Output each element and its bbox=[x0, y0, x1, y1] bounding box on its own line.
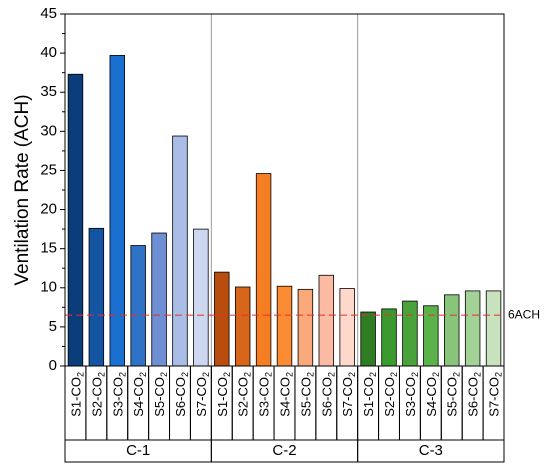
y-tick-label: 10 bbox=[40, 279, 57, 296]
bar-C-3-S3-CO2 bbox=[402, 300, 418, 367]
category-label: S7-CO2 bbox=[487, 372, 504, 417]
category-label: S1-CO2 bbox=[361, 372, 378, 417]
category-label: S6-CO2 bbox=[319, 372, 336, 417]
y-tick-label: 45 bbox=[40, 5, 57, 22]
bar-C-1-S2-CO2 bbox=[88, 227, 105, 367]
bar-C-1-S1-CO2 bbox=[67, 73, 84, 367]
bar-C-2-S2-CO2 bbox=[234, 286, 251, 367]
x-axis-category-labels: S1-CO2S2-CO2S3-CO2S4-CO2S5-CO2S6-CO2S7-C… bbox=[64, 365, 505, 441]
y-axis: 0 5 10 15 20 25 30 35 40 45 bbox=[40, 5, 65, 374]
group-label-C-3: C-3 bbox=[419, 442, 443, 459]
bar-C-1-S5-CO2 bbox=[151, 232, 167, 367]
y-tick-label: 20 bbox=[40, 201, 57, 218]
category-label: S7-CO2 bbox=[194, 372, 211, 417]
group-cell bbox=[357, 439, 505, 463]
category-label: S1-CO2 bbox=[68, 372, 85, 417]
category-label: S2-CO2 bbox=[236, 372, 253, 417]
category-label: S6-CO2 bbox=[173, 372, 190, 417]
bar-C-2-S7-CO2 bbox=[339, 288, 355, 367]
category-label: S4-CO2 bbox=[424, 372, 441, 417]
bar-C-1-S6-CO2 bbox=[172, 135, 188, 367]
category-label: S2-CO2 bbox=[89, 372, 106, 417]
bar-C-2-S1-CO2 bbox=[214, 271, 230, 367]
y-tick-label: 35 bbox=[40, 83, 57, 100]
y-tick-label: 5 bbox=[49, 318, 57, 335]
group-separators bbox=[210, 14, 359, 366]
bar-C-3-S2-CO2 bbox=[381, 308, 397, 367]
bar-C-3-S1-CO2 bbox=[360, 311, 376, 367]
category-label: S5-CO2 bbox=[445, 372, 462, 417]
category-label: S6-CO2 bbox=[466, 372, 483, 417]
y-tick-label: 30 bbox=[40, 122, 57, 139]
y-tick-label: 15 bbox=[40, 240, 57, 257]
bar-C-3-S7-CO2 bbox=[485, 290, 502, 367]
bar-C-2-S5-CO2 bbox=[297, 288, 314, 367]
bar-C-1-S3-CO2 bbox=[109, 55, 125, 367]
group-label-C-2: C-2 bbox=[272, 442, 296, 459]
category-label: S7-CO2 bbox=[340, 372, 357, 417]
category-label: S5-CO2 bbox=[298, 372, 315, 417]
bar-C-2-S4-CO2 bbox=[276, 285, 293, 367]
bar-C-3-S5-CO2 bbox=[444, 294, 460, 367]
category-label: S2-CO2 bbox=[382, 372, 399, 417]
category-label: S1-CO2 bbox=[215, 372, 232, 417]
category-label: S3-CO2 bbox=[403, 372, 420, 417]
y-tick-label: 25 bbox=[40, 161, 57, 178]
bar-C-3-S6-CO2 bbox=[464, 290, 481, 367]
y-axis-title: Ventilation Rate (ACH) bbox=[12, 94, 33, 285]
reference-line-label: 6ACH bbox=[508, 307, 540, 321]
group-label-C-1: C-1 bbox=[126, 442, 150, 459]
category-label: S5-CO2 bbox=[152, 372, 169, 417]
bar-C-2-S3-CO2 bbox=[255, 173, 272, 367]
category-label: S4-CO2 bbox=[131, 372, 148, 417]
bars-layer bbox=[67, 55, 502, 367]
y-tick-label: 0 bbox=[49, 357, 57, 374]
category-label: S4-CO2 bbox=[278, 372, 295, 417]
category-label: S3-CO2 bbox=[257, 372, 274, 417]
x-axis-group-labels: C-1 C-2 C-3 bbox=[64, 439, 505, 463]
bar-C-1-S7-CO2 bbox=[193, 228, 209, 367]
y-tick-label: 40 bbox=[40, 44, 57, 61]
bar-C-1-S4-CO2 bbox=[130, 245, 146, 367]
category-label: S3-CO2 bbox=[110, 372, 127, 417]
bar-C-2-S6-CO2 bbox=[318, 274, 335, 367]
